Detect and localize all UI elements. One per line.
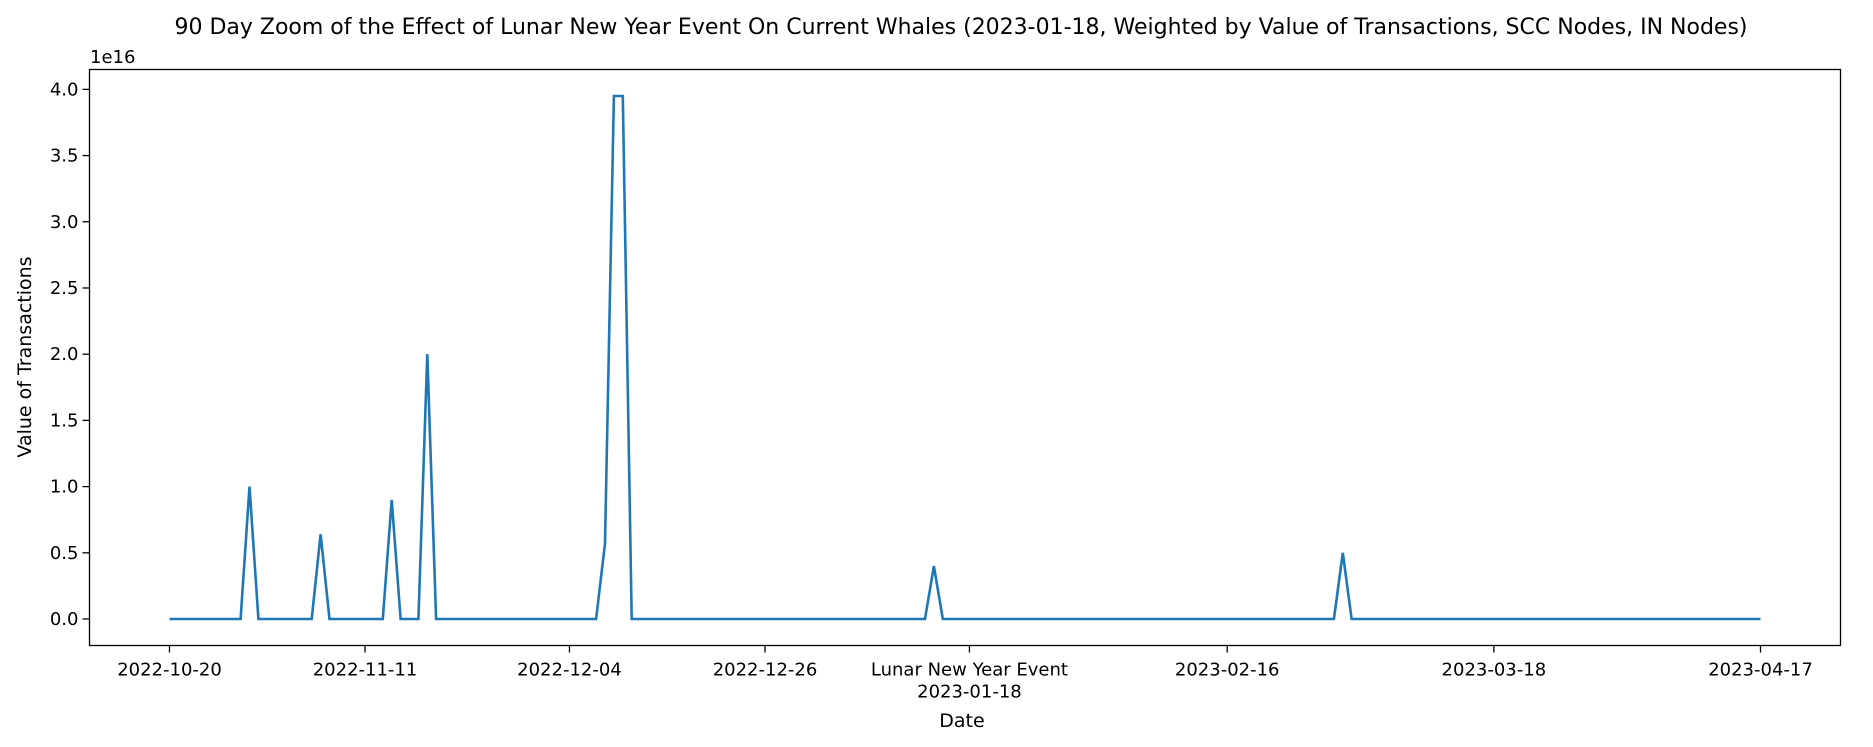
y-tick-label: 0.5 (50, 543, 79, 564)
x-tick-label: 2022-11-11 (313, 660, 418, 681)
plot-frame (88, 68, 1842, 647)
y-axis-offset-text: 1e16 (90, 47, 135, 68)
x-tick-label: 2022-12-04 (517, 660, 622, 681)
x-axis-ticks: 2022-10-20 2022-11-11 2022-12-04 2022-12-26… (117, 645, 1813, 703)
x-axis-label: Date (939, 710, 984, 732)
x-tick-label-secondary: 2023-01-18 (917, 682, 1022, 703)
y-tick-label: 3.0 (50, 212, 79, 233)
x-tick-label: 2023-03-18 (1442, 660, 1547, 681)
y-axis-label: Value of Transactions (14, 256, 36, 457)
y-tick-label: 0.0 (50, 609, 79, 630)
y-tick-label: 3.5 (50, 146, 79, 167)
x-tick-label: 2023-02-16 (1175, 660, 1280, 681)
series-line (169, 94, 1761, 621)
y-tick-label: 2.0 (50, 344, 79, 365)
y-tick-label: 1.5 (50, 410, 79, 431)
x-tick-label: 2023-04-17 (1708, 660, 1813, 681)
x-tick-label: 2022-10-20 (117, 660, 222, 681)
y-tick-label: 1.0 (50, 477, 79, 498)
x-tick-label: 2022-12-26 (713, 660, 818, 681)
x-tick-label: Lunar New Year Event (871, 660, 1068, 681)
y-tick-label: 4.0 (50, 79, 79, 100)
chart-title: 90 Day Zoom of the Effect of Lunar New Y… (174, 15, 1747, 40)
y-axis-ticks: 0.0 0.5 1.0 1.5 2.0 2.5 3.0 3.5 4.0 (50, 79, 90, 630)
y-tick-label: 2.5 (50, 278, 79, 299)
